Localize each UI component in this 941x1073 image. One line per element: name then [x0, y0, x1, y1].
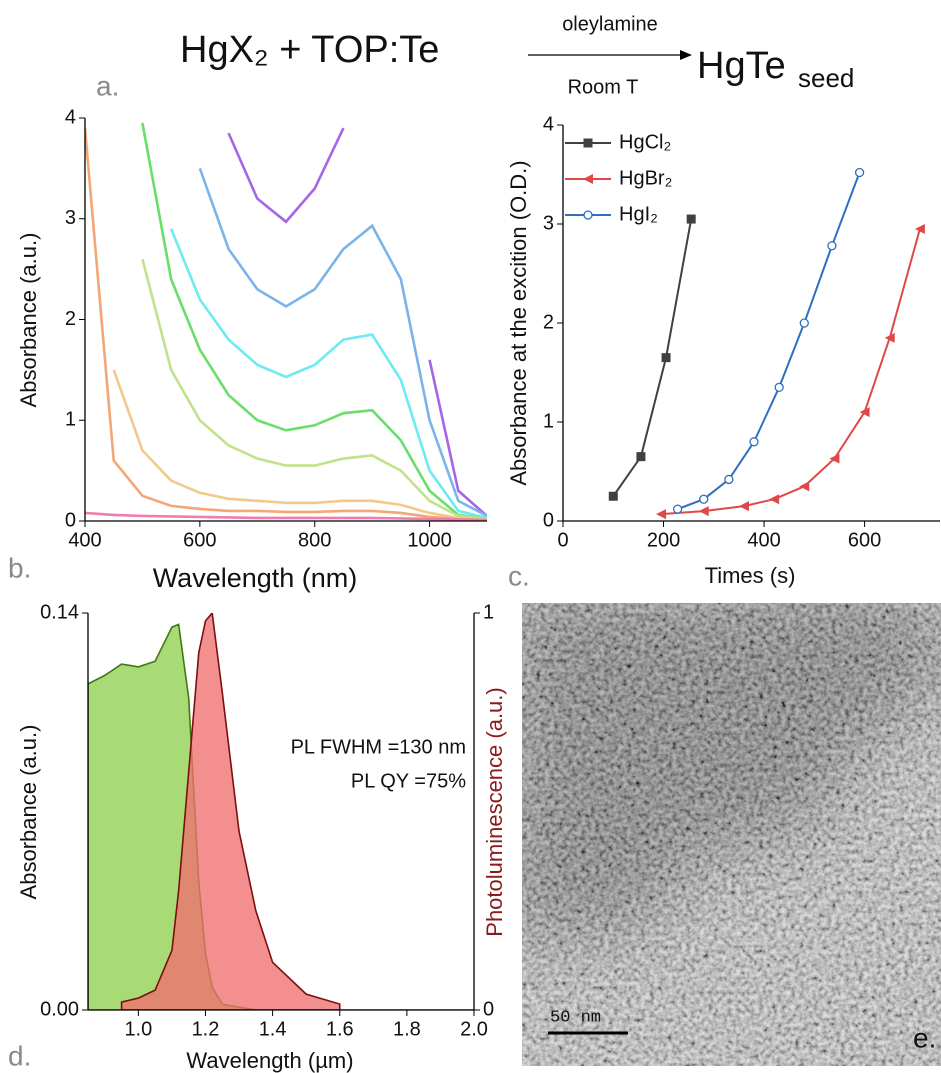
marker	[827, 241, 837, 251]
marker	[724, 474, 734, 485]
series-line	[85, 511, 487, 521]
x-tick-label: 200	[647, 529, 680, 551]
y-axis-title: Absorbance (a.u.)	[16, 233, 41, 408]
panel-label: d.	[8, 1040, 31, 1071]
series-line	[612, 218, 693, 497]
series-line	[169, 228, 487, 520]
legend-label: HgI₂	[619, 203, 658, 225]
x-tick-label: 1.2	[192, 1018, 220, 1040]
x-axis-title: Wavelength (µm)	[186, 1048, 353, 1073]
marker	[749, 437, 759, 447]
arrow-top-label: oleylamine	[562, 13, 658, 35]
x-tick-label: 1.4	[259, 1018, 287, 1040]
y-tick-label: 3	[65, 207, 76, 229]
arrow-head	[680, 50, 692, 60]
y-tick-label: 3	[543, 212, 554, 234]
y-tick-label: 0.14	[40, 601, 79, 623]
panel-label: e.	[913, 1022, 936, 1053]
y-tick-label: 2	[543, 311, 554, 333]
y-tick-label: 0.00	[40, 998, 79, 1020]
marker	[672, 504, 683, 514]
product: HgTe	[697, 45, 786, 87]
marker	[859, 407, 870, 418]
series-line	[227, 127, 487, 517]
y2-tick-label: 0	[483, 998, 494, 1020]
marker	[738, 501, 749, 512]
panel-label: a.	[96, 70, 119, 101]
y-axis-title: Absorbance at the excition (O.D.)	[506, 160, 531, 485]
marker	[608, 491, 618, 501]
marker	[661, 353, 671, 363]
annotation: PL QY =75%	[351, 770, 466, 792]
x-tick-label: 800	[298, 529, 331, 551]
legend-marker	[583, 138, 593, 148]
y-tick-label: 4	[543, 113, 554, 135]
marker	[884, 332, 895, 343]
series-line	[198, 167, 487, 518]
marker	[686, 214, 696, 224]
product-subscript: seed	[798, 63, 854, 93]
legend-marker	[583, 210, 593, 220]
legend-marker	[583, 174, 593, 184]
series-line	[677, 172, 861, 511]
series-line	[112, 369, 487, 521]
marker	[799, 318, 809, 328]
marker	[829, 453, 840, 464]
x-tick-label: 2.0	[460, 1018, 488, 1040]
x-tick-label: 400	[747, 529, 780, 551]
scheme: HgX₂ + TOP:Te oleylamine Room T HgTe see…	[180, 13, 854, 98]
y-tick-label: 2	[65, 308, 76, 330]
y-tick-label: 0	[543, 509, 554, 531]
reactants: HgX₂ + TOP:Te	[180, 29, 439, 71]
marker	[698, 506, 709, 517]
panel-label: c.	[508, 560, 530, 591]
legend-label: HgCl₂	[619, 131, 671, 153]
series-line	[660, 228, 921, 516]
marker	[636, 452, 646, 462]
y-tick-label: 4	[65, 106, 76, 128]
panel-label: b.	[8, 552, 31, 583]
x-tick-label: 1.6	[326, 1018, 354, 1040]
x-tick-label: 1000	[407, 529, 452, 551]
marker	[699, 494, 709, 504]
annotation: PL FWHM =130 nm	[291, 736, 466, 758]
y-tick-label: 1	[65, 409, 76, 431]
y2-axis-title: Photoluminescence (a.u.)	[482, 687, 507, 936]
marker	[854, 167, 865, 178]
marker	[799, 481, 810, 492]
arrow-bottom-label: Room T	[568, 76, 639, 98]
legend-label: HgBr₂	[619, 167, 672, 189]
series-line	[141, 122, 487, 521]
x-axis-title: Times (s)	[705, 563, 796, 588]
x-tick-label: 0	[557, 529, 568, 551]
series-line	[85, 127, 487, 521]
x-tick-label: 1.0	[124, 1018, 152, 1040]
series-line	[141, 258, 487, 521]
y-tick-label: 0	[65, 509, 76, 531]
scale-bar-label: 50 nm	[550, 1008, 601, 1027]
x-tick-label: 400	[68, 529, 101, 551]
series-area	[88, 623, 474, 1010]
marker	[914, 223, 925, 234]
marker	[774, 382, 784, 393]
y2-tick-label: 1	[483, 601, 494, 623]
y-axis-title: Absorbance (a.u.)	[16, 725, 41, 900]
series-area	[120, 613, 341, 1010]
micrograph: 50 nm	[522, 603, 941, 1066]
marker	[769, 494, 780, 505]
x-tick-label: 600	[183, 529, 216, 551]
x-axis-title: Wavelength (nm)	[153, 563, 358, 593]
x-tick-label: 1.8	[393, 1018, 421, 1040]
marker	[656, 509, 667, 520]
y-tick-label: 1	[543, 410, 554, 432]
x-tick-label: 600	[848, 529, 881, 551]
